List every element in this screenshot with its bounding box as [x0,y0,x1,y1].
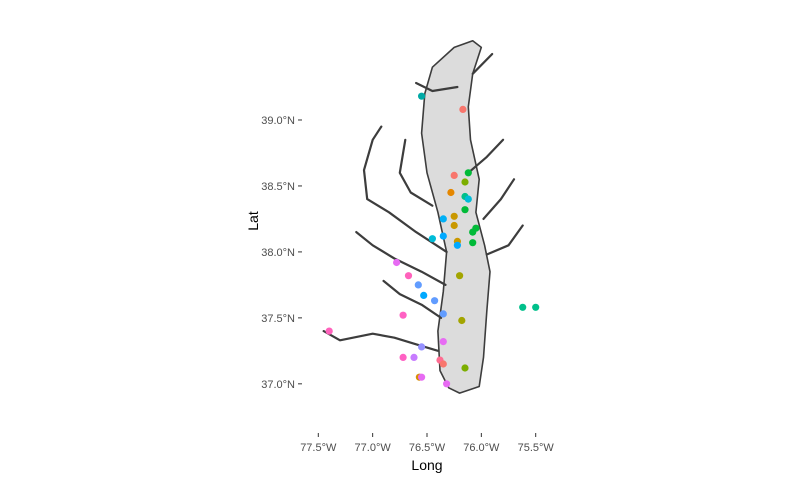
station-point [404,272,413,280]
x-tick-label: 77.5°W [300,442,337,454]
river-line [398,138,434,207]
station-point [428,235,436,243]
station-point [461,178,469,186]
station-point [418,373,426,381]
station-point [418,343,426,351]
station-point [461,364,469,372]
station-point [464,169,472,177]
river-line [467,138,505,174]
river-line [382,279,443,319]
station-point [439,215,447,223]
station-point [439,232,447,240]
station-point [519,303,527,311]
points-layer [325,92,540,388]
station-point [469,228,477,236]
station-point [450,171,458,179]
y-axis-title: Lat [245,211,261,231]
station-point [459,105,467,113]
station-point [456,272,464,280]
station-point [469,239,477,247]
x-tick-label: 76.5°W [409,442,446,454]
river-line [362,125,448,253]
station-point [420,291,428,299]
river-line [355,231,447,286]
station-point [447,188,455,197]
station-point [450,221,458,230]
river-line [485,224,524,256]
station-point [439,310,447,318]
station-point [443,380,451,388]
station-point [399,353,407,361]
x-tick-label: 77.0°W [355,442,392,454]
y-tick-label: 38.0°N [261,247,295,259]
river-line [471,52,494,75]
x-tick-label: 76.0°W [463,442,500,454]
station-point [325,327,333,335]
station-point [410,353,418,361]
x-tick-label: 75.5°W [518,442,555,454]
x-axis-title: Long [411,457,442,473]
station-point [458,316,466,325]
station-point [431,297,439,305]
station-point [399,311,407,319]
station-point [450,212,458,220]
station-point [532,303,540,311]
river-line [482,178,516,220]
station-point [439,360,447,368]
station-point [453,241,461,249]
station-point [464,195,472,203]
y-tick-label: 37.5°N [261,313,295,325]
x-axis: 77.5°W 77.0°W 76.5°W 76.0°W 75.5°W [300,433,554,454]
station-point [393,258,401,267]
station-point [461,206,469,214]
station-point [418,92,426,100]
y-tick-label: 37.0°N [261,379,295,391]
station-point [439,338,447,346]
station-point [414,281,422,289]
y-axis: 37.0°N 37.5°N 38.0°N 38.5°N 39.0°N [261,115,302,391]
y-tick-label: 39.0°N [261,115,295,127]
y-tick-label: 38.5°N [261,181,295,193]
river-line [415,81,459,93]
